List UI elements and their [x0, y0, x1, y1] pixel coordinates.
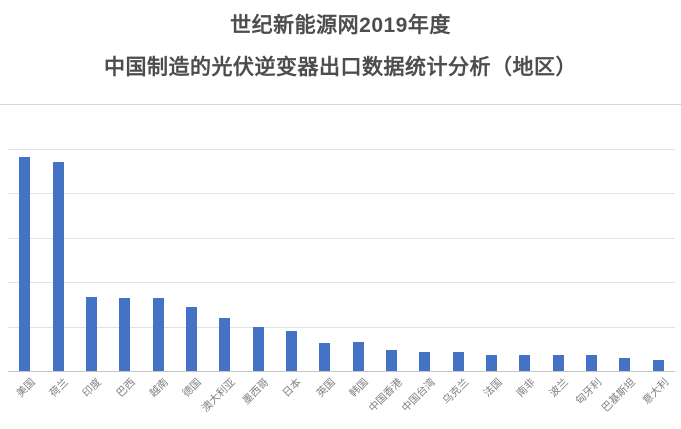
- title-divider-top-gridline: [0, 104, 681, 105]
- chart-title-line2: 中国制造的光伏逆变器出口数据统计分析（地区）: [104, 56, 577, 79]
- bar: [285, 330, 297, 371]
- bar: [52, 162, 64, 371]
- x-axis-label: 韩国: [347, 376, 371, 400]
- x-axis-label: 波兰: [547, 376, 572, 400]
- bar: [652, 360, 664, 371]
- x-axis-label: 法国: [481, 376, 505, 400]
- bar: [352, 342, 364, 371]
- bar: [552, 355, 564, 371]
- chart-title-line1: 世纪新能源网2019年度: [230, 14, 451, 37]
- gridline: [8, 237, 675, 239]
- x-axis-label: 中国台湾: [399, 376, 438, 415]
- chart-title: 世纪新能源网2019年度 中国制造的光伏逆变器出口数据统计分析（地区）: [0, 5, 681, 89]
- x-axis-label: 美国: [14, 376, 38, 400]
- x-axis-label: 墨西哥: [240, 376, 271, 408]
- bar: [452, 352, 464, 371]
- x-axis-label: 越南: [147, 376, 171, 400]
- x-axis-label: 巴西: [114, 376, 138, 400]
- bar: [152, 297, 164, 371]
- bar: [85, 297, 97, 371]
- gridline: [8, 193, 675, 194]
- x-axis-label: 中国香港: [366, 376, 405, 415]
- bar: [185, 307, 197, 371]
- x-axis-label: 乌克兰: [440, 376, 472, 408]
- x-axis-label: 意大利: [640, 376, 672, 408]
- bar: [586, 354, 598, 371]
- x-axis-label: 澳大利亚: [199, 376, 238, 415]
- x-axis-line: [8, 371, 675, 372]
- bar: [219, 318, 231, 371]
- bar: [386, 349, 398, 371]
- bar: [119, 298, 131, 371]
- x-axis-label: 匈牙利: [573, 376, 605, 408]
- gridline: [8, 282, 675, 283]
- x-axis-label: 日本: [280, 376, 305, 400]
- bar: [252, 326, 264, 371]
- bar: [619, 357, 631, 371]
- gridline: [8, 326, 675, 328]
- x-axis-label: 南非: [514, 376, 538, 400]
- x-axis-label: 英国: [314, 376, 338, 400]
- bar: [519, 355, 531, 371]
- bar: [486, 354, 498, 371]
- bar: [419, 352, 431, 371]
- x-axis-label: 巴基斯坦: [599, 376, 638, 415]
- gridline: [8, 148, 675, 150]
- x-axis-label: 荷兰: [47, 376, 71, 400]
- x-axis-label: 印度: [80, 376, 105, 400]
- bar: [19, 157, 31, 371]
- x-axis-label: 德国: [180, 376, 205, 400]
- bar: [319, 342, 331, 371]
